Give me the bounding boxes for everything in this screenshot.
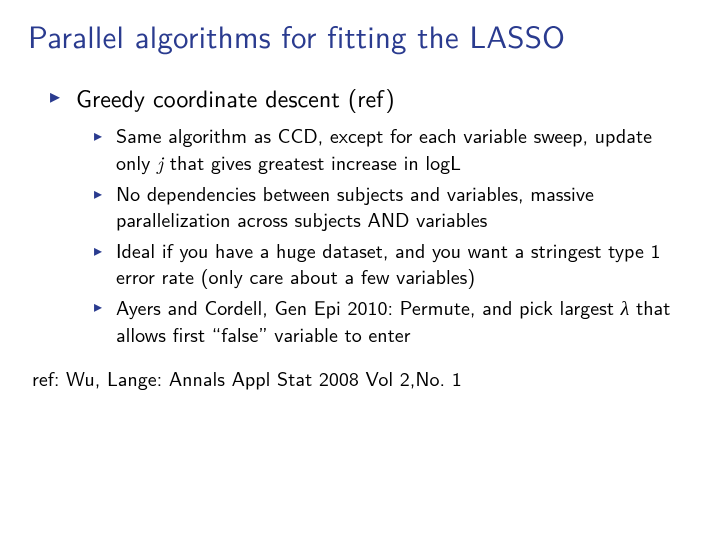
outer-bullet-list: Greedy coordinate descent (ref) Same alg… — [28, 80, 700, 348]
inner-item-text: Ideal if you have a huge dataset, and yo… — [116, 236, 660, 291]
inner-bullet-item: Ayers and Cordell, Gen Epi 2010: Permute… — [116, 294, 700, 348]
reference-line: ref: Wu, Lange: Annals Appl Stat 2008 Vo… — [28, 364, 700, 393]
slide-title: Parallel algorithms for fitting the LASS… — [28, 12, 700, 58]
outer-item-text: Greedy coordinate descent (ref) — [76, 80, 395, 115]
inner-bullet-item: Same algorithm as CCD, except for each v… — [116, 123, 700, 177]
inner-item-text-part: Ayers and Cordell, Gen Epi 2010: Permute… — [116, 293, 621, 322]
inner-bullet-item: No dependencies between subjects and var… — [116, 181, 700, 234]
inner-item-text-part: that gives greatest increase in logL — [163, 148, 461, 177]
outer-bullet-item: Greedy coordinate descent (ref) Same alg… — [76, 80, 700, 348]
italic-lambda: λ — [621, 292, 630, 321]
inner-item-text: No dependencies between subjects and var… — [116, 179, 594, 234]
inner-bullet-item: Ideal if you have a huge dataset, and yo… — [116, 238, 700, 291]
inner-bullet-list: Same algorithm as CCD, except for each v… — [76, 123, 700, 348]
